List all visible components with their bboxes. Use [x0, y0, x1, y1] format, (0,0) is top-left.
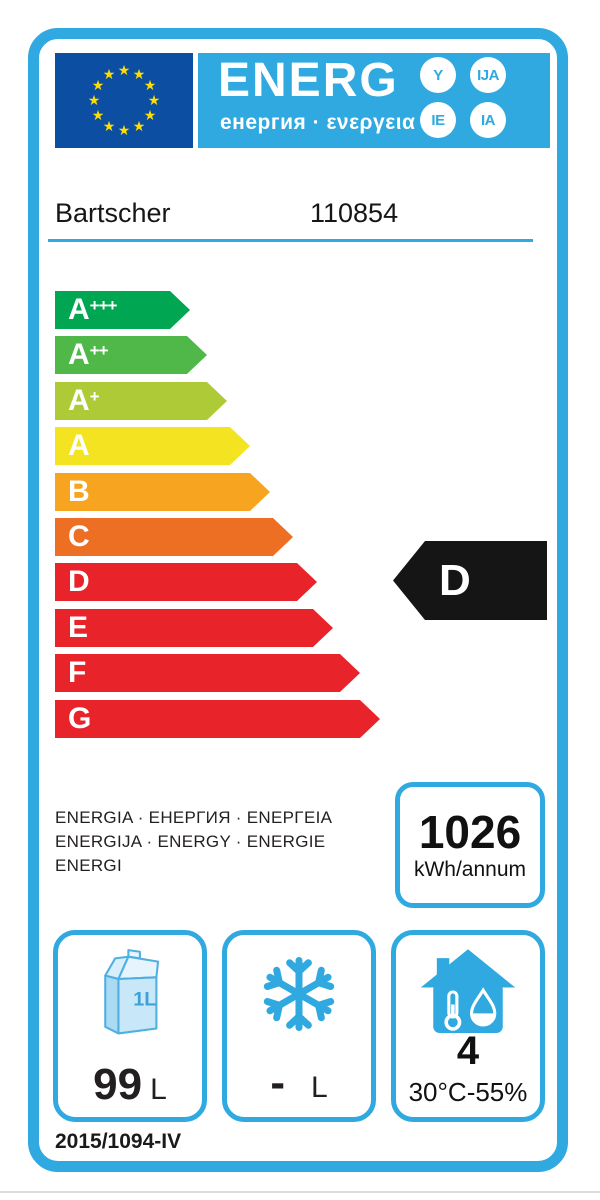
rating-letter: C — [68, 520, 90, 553]
rating-letter: D — [68, 565, 90, 598]
eu-star: ★ — [132, 117, 146, 134]
rating-arrow-d: D — [55, 563, 317, 601]
rating-letter: B — [68, 475, 90, 508]
snowflake-icon — [260, 955, 338, 1033]
energ-logo-subtext: енергия · ενεργεια — [220, 111, 416, 134]
rating-arrow-c: C — [55, 518, 293, 556]
climate-class-box: 4 30°C-55% — [391, 930, 545, 1122]
climate-class-value: 4 — [456, 1029, 480, 1073]
freezer-volume-value: - — [270, 1058, 285, 1107]
milk-carton-icon: 1L — [104, 949, 160, 1035]
eu-star: ★ — [91, 77, 105, 93]
rating-arrow-a: A — [55, 427, 250, 465]
rating-arrow-g: G — [55, 700, 380, 738]
rating-letter: A — [68, 429, 90, 462]
rated-class-letter: D — [439, 555, 471, 605]
fridge-volume-box: 1L 99 L — [53, 930, 207, 1122]
roof-shape — [420, 949, 516, 988]
rated-class-arrow: D — [393, 541, 547, 620]
model-number: 110854 — [310, 198, 399, 228]
eu-star: ★ — [132, 66, 146, 83]
freezer-volume-row: - L — [227, 1061, 371, 1105]
eu-star: ★ — [117, 62, 131, 78]
climate-class-range: 30°C-55% — [408, 1077, 528, 1107]
rating-scale: A+++ A++ A+ A B C D E F G — [55, 291, 395, 751]
eu-star: ★ — [117, 122, 131, 138]
energy-consumption-unit: kWh/annum — [413, 857, 527, 881]
languages-line-3: ENERGI — [55, 856, 122, 875]
rating-letter: A+ — [68, 384, 99, 417]
regulation-number: 2015/1094-IV — [55, 1130, 182, 1153]
rating-arrow-ap: A+ — [55, 382, 227, 420]
suffix-circle-ia: IA — [470, 102, 506, 138]
rating-letter: F — [68, 656, 87, 689]
rating-letter: A++ — [68, 338, 108, 371]
freezer-volume-unit: L — [310, 1071, 328, 1104]
eu-star: ★ — [87, 92, 101, 108]
label-frame — [28, 28, 568, 1172]
languages-block: ENERGIA · ЕНЕРГИЯ · ΕΝΕΡΓΕΙΑ ENERGIJA · … — [55, 806, 332, 878]
rating-arrow-e: E — [55, 609, 333, 647]
humidity-drop-icon — [470, 987, 497, 1027]
languages-line-1: ENERGIA · ЕНЕРГИЯ · ΕΝΕΡΓΕΙΑ — [55, 808, 333, 827]
energy-consumption-value: 1026 — [418, 805, 522, 858]
eu-star: ★ — [91, 107, 105, 123]
eu-star: ★ — [143, 77, 157, 93]
energ-logo-text: ENERG — [218, 54, 399, 107]
energ-logo-box: ENERG енергия · ενεργεια Y IJA IE IA — [198, 53, 550, 148]
rating-arrow-f: F — [55, 654, 360, 692]
bottom-rule — [0, 1191, 600, 1193]
brand-divider — [48, 239, 533, 242]
thermometer-icon — [444, 990, 462, 1031]
freezer-volume-box: - L — [222, 930, 376, 1122]
fridge-volume-row: 99 L — [58, 1063, 202, 1107]
eu-star: ★ — [102, 66, 116, 83]
fridge-volume-unit: L — [150, 1073, 167, 1106]
eu-star: ★ — [147, 92, 161, 108]
rating-letter: G — [68, 702, 92, 735]
suffix-circle-ie: IE — [420, 102, 456, 138]
rating-letter: E — [68, 611, 89, 644]
brand-name: Bartscher — [55, 198, 171, 228]
languages-line-2: ENERGIJA · ENERGY · ENERGIE — [55, 832, 326, 851]
eu-star: ★ — [143, 107, 157, 123]
rating-letter: A+++ — [68, 293, 117, 326]
suffix-circle-ija: IJA — [470, 57, 506, 93]
energy-consumption-box: 1026 kWh/annum — [395, 782, 545, 908]
fridge-volume-value: 99 — [93, 1060, 143, 1109]
eu-star: ★ — [102, 117, 116, 134]
carton-volume-label: 1L — [133, 988, 156, 1010]
house-climate-icon — [420, 949, 516, 1033]
rating-arrow-appp: A+++ — [55, 291, 190, 329]
suffix-circle-y: Y — [420, 57, 456, 93]
rating-arrow-app: A++ — [55, 336, 207, 374]
eu-flag: ★ ★ ★ ★ ★ ★ ★ ★ ★ ★ ★ ★ — [55, 53, 193, 148]
rating-arrow-b: B — [55, 473, 270, 511]
